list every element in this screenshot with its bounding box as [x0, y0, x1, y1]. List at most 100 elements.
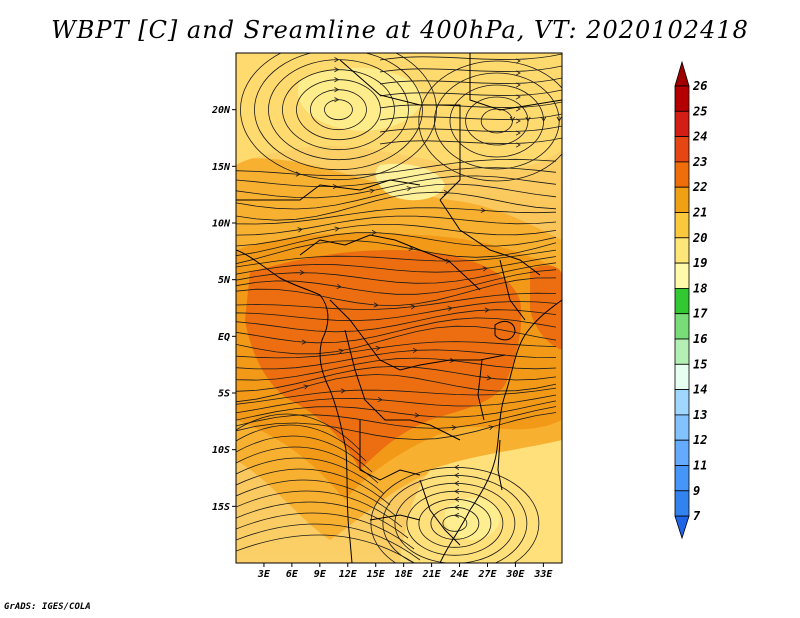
streamline-arrow — [299, 270, 305, 276]
streamline-arrow — [373, 302, 379, 308]
colorbar-label: 19 — [693, 256, 707, 270]
map-panel — [236, 53, 562, 563]
border-4 — [439, 199, 541, 276]
latitude-axis: 20N 15N 10N 5N EQ 5S 10S 15S — [211, 105, 236, 513]
colorbar-label: 21 — [692, 206, 707, 220]
streamline-arrow — [556, 116, 562, 122]
streamline — [310, 89, 367, 131]
lon-tick-label: 33E — [533, 569, 553, 580]
streamline-arrow — [443, 189, 449, 195]
streamline-arrow — [454, 480, 460, 486]
coastlines-and-borders — [236, 53, 562, 563]
streamline — [236, 325, 557, 355]
colorbar-label: 22 — [692, 180, 707, 194]
streamline-arrow — [412, 347, 418, 354]
colorbar-box — [674, 212, 690, 239]
border-8 — [359, 420, 421, 481]
streamline-arrow — [515, 118, 521, 124]
streamline-arrow — [371, 229, 377, 235]
colorbar-box — [674, 161, 690, 188]
streamline-arrow — [334, 77, 340, 83]
streamline — [236, 292, 557, 310]
streamline-arrow — [301, 339, 307, 345]
streamline-arrow — [332, 184, 338, 190]
lat-tick-label: 5S — [218, 389, 230, 400]
colorbar-label: 13 — [693, 408, 707, 422]
lon-tick-label: 24E — [450, 569, 470, 580]
streamlines — [236, 53, 562, 563]
wbpt-region-19-north — [297, 67, 422, 131]
lat-tick-label: 10S — [212, 445, 230, 456]
colorbar-box — [674, 389, 690, 416]
streamline — [236, 374, 557, 403]
streamline-arrow — [414, 412, 420, 418]
colorbar-box — [674, 262, 690, 289]
streamline — [236, 224, 557, 247]
colorbar-box — [674, 136, 690, 163]
colorbar-label: 9 — [693, 484, 700, 498]
streamline — [236, 158, 557, 177]
streamline — [236, 490, 403, 528]
streamline — [236, 269, 557, 295]
streamline-arrow — [338, 348, 344, 354]
colorbar-box — [674, 287, 690, 315]
streamline-arrow — [406, 186, 412, 192]
colorbar-label: 11 — [693, 459, 707, 473]
streamline — [418, 498, 492, 548]
streamline-arrow — [334, 87, 340, 93]
streamline — [236, 457, 385, 495]
lat-tick-label: 10N — [212, 219, 231, 230]
streamline-arrow — [336, 283, 342, 289]
colorbar-box — [674, 439, 690, 466]
streamline — [379, 101, 562, 109]
streamline-arrow — [454, 512, 460, 518]
streamline-arrow — [484, 307, 490, 313]
streamline-arrow — [454, 472, 460, 478]
colorbar-box — [674, 85, 690, 112]
streamline — [236, 387, 557, 405]
streamline-arrow — [515, 142, 521, 148]
streamline-arrow — [515, 94, 521, 100]
lake-victoria — [494, 321, 516, 341]
streamline-arrow — [509, 116, 515, 122]
colorbar-box — [674, 110, 690, 138]
colorbar-label: 16 — [693, 332, 707, 346]
streamline-arrow — [515, 58, 521, 64]
streamline — [240, 53, 437, 181]
streamline-arrow — [480, 207, 486, 213]
colorbar-label: 7 — [693, 509, 701, 523]
chart-title: WBPT [C] and Sreamline at 400hPa, VT: 20… — [51, 16, 749, 44]
colorbar-high-arrow — [674, 60, 690, 87]
streamline — [236, 301, 557, 322]
lon-tick-label: 21E — [422, 569, 442, 580]
streamline — [236, 523, 421, 561]
streamline — [236, 262, 557, 284]
streamline — [406, 490, 504, 556]
streamline-arrow — [482, 266, 488, 272]
wbpt-region-23-east — [530, 265, 562, 350]
streamline — [236, 512, 415, 550]
streamline-arrow — [454, 496, 460, 502]
streamline — [236, 256, 557, 275]
streamline — [236, 365, 557, 392]
lat-tick-label: 15N — [212, 162, 231, 173]
colorbar-label: 25 — [692, 104, 707, 118]
streamline-arrow — [515, 82, 521, 88]
coastline-east-africa — [439, 299, 562, 563]
border-9 — [419, 479, 461, 546]
streamline — [236, 207, 557, 225]
streamline-arrow — [515, 130, 521, 136]
lat-tick-label: 15S — [212, 502, 230, 513]
streamline — [382, 474, 528, 563]
streamline-arrow — [447, 306, 453, 312]
colorbar-label: 17 — [693, 307, 708, 321]
streamline-arrow — [340, 388, 346, 394]
streamline-arrow — [541, 116, 547, 122]
streamline-arrow — [445, 258, 451, 264]
lon-tick-label: 6E — [286, 569, 299, 580]
streamline — [236, 413, 361, 451]
colorbar-label: 14 — [693, 383, 707, 397]
streamline — [236, 249, 557, 268]
streamline — [236, 309, 557, 333]
